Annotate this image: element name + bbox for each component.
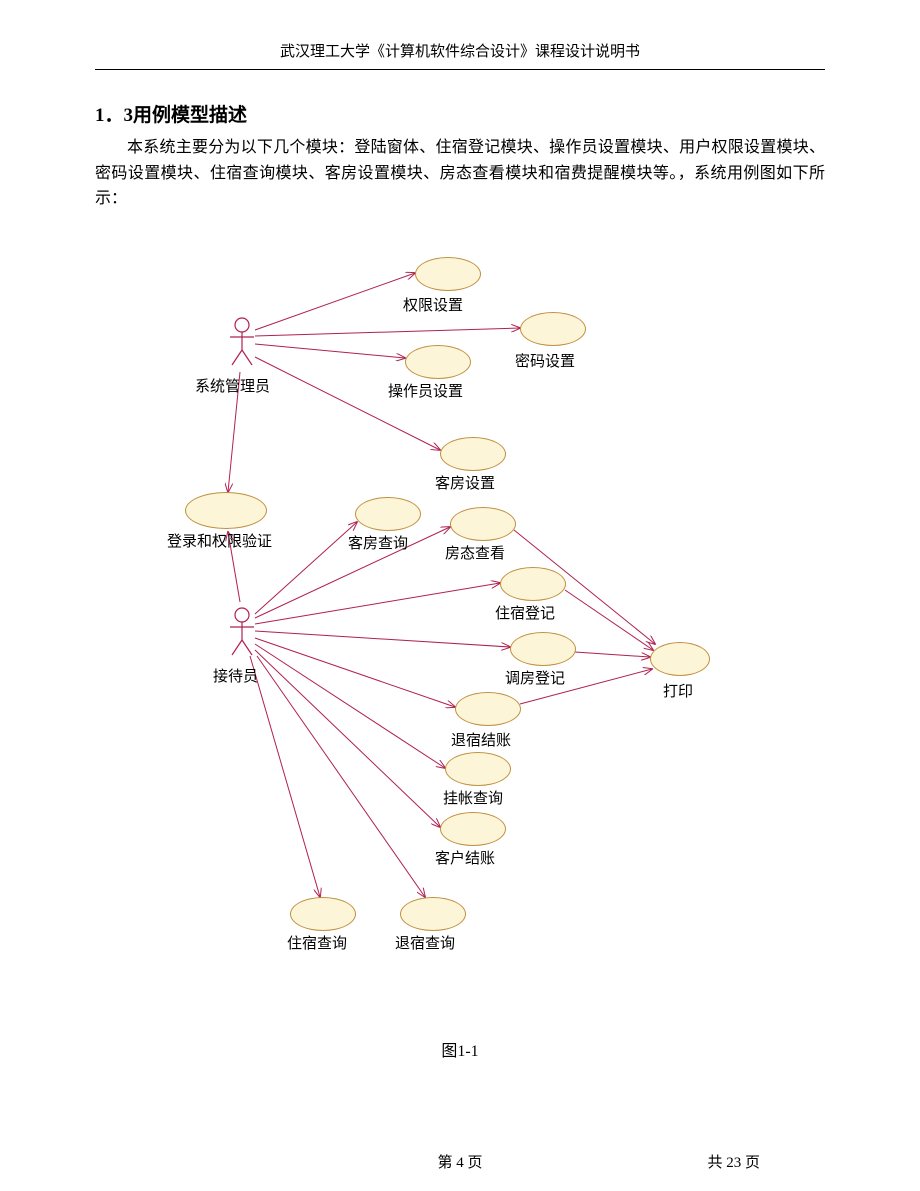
- edge: [255, 644, 445, 768]
- usecase-label-room: 客房设置: [435, 472, 495, 493]
- edge: [255, 328, 520, 336]
- actor-recep: [228, 607, 256, 657]
- edge: [255, 273, 415, 330]
- actor-label-recep: 接待员: [213, 665, 258, 686]
- usecase-co: [455, 692, 521, 726]
- figure-caption: 图1-1: [95, 1037, 825, 1061]
- edge: [255, 344, 405, 358]
- usecase-label-sq: 住宿查询: [287, 932, 347, 953]
- edge: [257, 656, 425, 897]
- usecase-cust: [440, 812, 506, 846]
- usecase-label-cust: 客户结账: [435, 847, 495, 868]
- actor-label-admin: 系统管理员: [195, 375, 270, 396]
- usecase-pwd: [520, 312, 586, 346]
- usecase-label-chg: 调房登记: [505, 667, 565, 688]
- usecase-diagram: 系统管理员接待员 权限设置密码设置操作员设置客房设置登录和权限验证 客房查询 房态查看…: [95, 232, 825, 1022]
- page-header: 武汉理工大学《计算机软件综合设计》课程设计说明书: [95, 40, 825, 70]
- usecase-perm: [415, 257, 481, 291]
- edge: [255, 631, 510, 647]
- edge: [255, 583, 500, 624]
- usecase-label-tq: 退宿查询: [395, 932, 455, 953]
- usecase-ci: [500, 567, 566, 601]
- usecase-label-rq: 客房查询: [348, 532, 408, 553]
- usecase-label-credit: 挂帐查询: [443, 787, 503, 808]
- usecase-login: [185, 492, 267, 529]
- usecase-label-perm: 权限设置: [403, 294, 463, 315]
- usecase-label-co: 退宿结账: [451, 729, 511, 750]
- usecase-label-rs: 房态查看: [445, 542, 505, 563]
- usecase-label-print: 打印: [663, 680, 693, 701]
- edge: [250, 656, 320, 897]
- usecase-tq: [400, 897, 466, 931]
- usecase-label-ci: 住宿登记: [495, 602, 555, 623]
- usecase-credit: [445, 752, 511, 786]
- usecase-label-pwd: 密码设置: [515, 350, 575, 371]
- section-body: 本系统主要分为以下几个模块：登陆窗体、住宿登记模块、操作员设置模块、用户权限设置…: [95, 135, 825, 212]
- edge: [575, 652, 650, 657]
- usecase-sq: [290, 897, 356, 931]
- edge: [565, 590, 653, 650]
- usecase-label-login: 登录和权限验证: [167, 530, 272, 551]
- usecase-print: [650, 642, 710, 676]
- edge: [255, 650, 440, 827]
- section-title: 1．3用例模型描述: [95, 100, 825, 127]
- footer-right: 共 23 页: [707, 1151, 760, 1172]
- footer-center: 第 4 页: [0, 1151, 920, 1172]
- usecase-room: [440, 437, 506, 471]
- usecase-chg: [510, 632, 576, 666]
- actor-admin: [228, 317, 256, 367]
- usecase-rs: [450, 507, 516, 541]
- usecase-label-oper: 操作员设置: [388, 380, 463, 401]
- usecase-oper: [405, 345, 471, 379]
- usecase-rq: [355, 497, 421, 531]
